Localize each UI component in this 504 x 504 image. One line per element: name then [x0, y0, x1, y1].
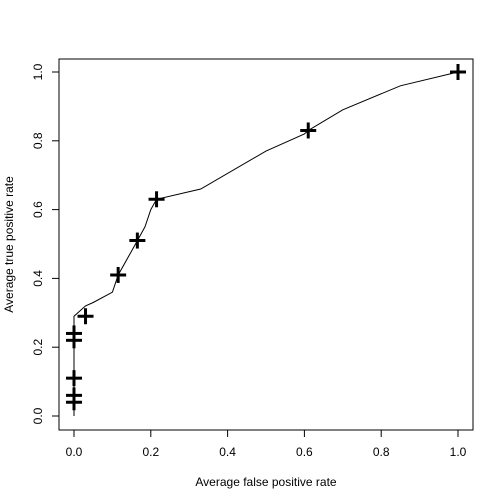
y-tick-label: 0.8	[31, 132, 45, 149]
plus-marker	[66, 370, 82, 387]
y-tick-label: 0.0	[31, 407, 45, 424]
roc-curve-line	[73, 71, 459, 416]
x-axis-label: Average false positive rate	[195, 475, 337, 489]
plus-marker	[129, 232, 146, 249]
x-tick-label: 1.0	[450, 445, 467, 459]
x-tick-label: 0.2	[142, 445, 159, 459]
plot-frame	[58, 58, 474, 431]
y-tick-label: 1.0	[31, 63, 45, 80]
plus-marker	[300, 122, 317, 139]
x-tick-label: 0.6	[296, 445, 313, 459]
x-axis: 0.0 0.2 0.4 0.6 0.8 1.0	[66, 429, 467, 459]
plus-marker	[77, 308, 94, 325]
plus-marker	[66, 387, 82, 404]
series-layer	[66, 64, 466, 416]
x-tick-label: 0.4	[219, 445, 236, 459]
y-tick-label: 0.2	[31, 339, 45, 356]
x-tick-label: 0.8	[373, 445, 390, 459]
y-axis: 0.0 0.2 0.4 0.6 0.8 1.0	[31, 63, 60, 424]
y-tick-label: 0.6	[31, 201, 45, 218]
y-tick-label: 0.4	[31, 270, 45, 287]
x-tick-label: 0.0	[66, 445, 83, 459]
y-axis-label: Average true positive rate	[2, 176, 16, 313]
plus-marker	[148, 191, 165, 208]
plus-marker	[110, 266, 127, 283]
plus-marker	[450, 64, 466, 80]
plus-marker	[66, 325, 82, 342]
